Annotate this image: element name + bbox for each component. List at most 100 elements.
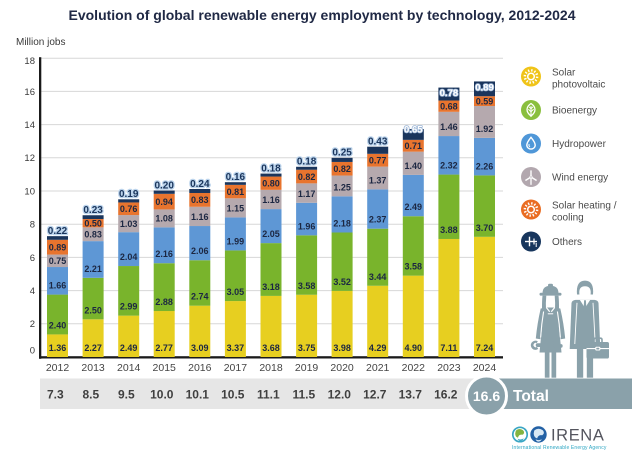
svg-text:IRENA: IRENA bbox=[551, 427, 604, 445]
svg-text:4: 4 bbox=[30, 286, 35, 297]
svg-text:3.44: 3.44 bbox=[369, 272, 387, 282]
svg-text:0.77: 0.77 bbox=[369, 155, 387, 165]
svg-text:8: 8 bbox=[30, 220, 35, 231]
svg-text:0.71: 0.71 bbox=[405, 141, 423, 151]
svg-text:Bioenergy: Bioenergy bbox=[552, 106, 597, 117]
svg-text:11.5: 11.5 bbox=[292, 388, 315, 402]
svg-text:9.5: 9.5 bbox=[118, 388, 135, 402]
svg-text:18: 18 bbox=[24, 56, 35, 67]
svg-text:2.27: 2.27 bbox=[84, 343, 102, 353]
svg-text:2.77: 2.77 bbox=[155, 343, 173, 353]
svg-text:2.74: 2.74 bbox=[191, 292, 209, 302]
svg-text:0.50: 0.50 bbox=[84, 218, 102, 228]
svg-text:3.58: 3.58 bbox=[405, 262, 423, 272]
svg-text:0.16: 0.16 bbox=[226, 172, 246, 183]
svg-text:Evolution of global renewable: Evolution of global renewable energy emp… bbox=[69, 7, 576, 23]
svg-text:3.18: 3.18 bbox=[262, 282, 280, 292]
svg-text:10.5: 10.5 bbox=[221, 388, 245, 402]
svg-text:1.96: 1.96 bbox=[298, 221, 316, 231]
svg-text:11.1: 11.1 bbox=[257, 388, 280, 402]
svg-text:2.50: 2.50 bbox=[84, 305, 102, 315]
svg-text:International Renewable Energy: International Renewable Energy Agency bbox=[512, 445, 607, 451]
svg-text:7.11: 7.11 bbox=[440, 343, 457, 353]
svg-text:2.05: 2.05 bbox=[262, 229, 280, 239]
svg-text:10: 10 bbox=[24, 186, 35, 197]
svg-text:2.21: 2.21 bbox=[84, 264, 102, 274]
svg-text:Million jobs: Million jobs bbox=[16, 37, 65, 48]
svg-text:0.24: 0.24 bbox=[190, 179, 210, 190]
svg-text:0.22: 0.22 bbox=[48, 226, 68, 237]
svg-text:0.82: 0.82 bbox=[298, 172, 316, 182]
svg-text:0.82: 0.82 bbox=[333, 164, 351, 174]
svg-text:1.66: 1.66 bbox=[49, 281, 67, 291]
svg-text:0.81: 0.81 bbox=[227, 187, 245, 197]
svg-text:2: 2 bbox=[30, 319, 35, 330]
svg-text:2.88: 2.88 bbox=[155, 297, 173, 307]
svg-text:3.68: 3.68 bbox=[262, 343, 280, 353]
svg-text:7.24: 7.24 bbox=[476, 343, 494, 353]
svg-text:3.05: 3.05 bbox=[227, 287, 245, 297]
svg-text:1.03: 1.03 bbox=[120, 219, 138, 229]
svg-text:1.46: 1.46 bbox=[440, 122, 458, 132]
svg-text:0.65: 0.65 bbox=[404, 124, 423, 135]
svg-text:0.23: 0.23 bbox=[83, 205, 103, 216]
svg-text:1.36: 1.36 bbox=[49, 343, 67, 353]
svg-text:3.52: 3.52 bbox=[333, 277, 351, 287]
svg-text:2018: 2018 bbox=[259, 362, 283, 374]
svg-text:16.2: 16.2 bbox=[434, 388, 458, 402]
svg-text:1.16: 1.16 bbox=[262, 195, 280, 205]
svg-text:2.18: 2.18 bbox=[333, 219, 351, 229]
svg-text:0.43: 0.43 bbox=[368, 137, 388, 148]
svg-text:0.68: 0.68 bbox=[440, 101, 458, 111]
svg-text:Wind energy: Wind energy bbox=[552, 173, 608, 184]
svg-text:3.88: 3.88 bbox=[440, 225, 458, 235]
svg-text:1.17: 1.17 bbox=[298, 189, 316, 199]
svg-text:1.08: 1.08 bbox=[155, 214, 173, 224]
svg-text:2.16: 2.16 bbox=[155, 249, 173, 259]
svg-text:2.99: 2.99 bbox=[120, 302, 138, 312]
svg-text:12.7: 12.7 bbox=[363, 388, 387, 402]
svg-text:2.49: 2.49 bbox=[120, 343, 138, 353]
svg-text:0.94: 0.94 bbox=[155, 197, 173, 207]
svg-text:10.1: 10.1 bbox=[186, 388, 210, 402]
svg-text:16: 16 bbox=[24, 87, 35, 98]
svg-text:2013: 2013 bbox=[81, 362, 105, 374]
svg-text:photovoltaic: photovoltaic bbox=[552, 80, 605, 91]
svg-text:3.58: 3.58 bbox=[298, 281, 316, 291]
svg-text:1.15: 1.15 bbox=[227, 203, 245, 213]
svg-text:2015: 2015 bbox=[153, 362, 177, 374]
svg-text:1.25: 1.25 bbox=[333, 182, 351, 192]
svg-text:7.3: 7.3 bbox=[47, 388, 64, 402]
svg-text:2014: 2014 bbox=[117, 362, 141, 374]
svg-text:2019: 2019 bbox=[295, 362, 319, 374]
svg-text:2.06: 2.06 bbox=[191, 246, 209, 256]
svg-text:16.6: 16.6 bbox=[473, 388, 500, 404]
svg-text:cooling: cooling bbox=[552, 213, 584, 224]
svg-text:0.89: 0.89 bbox=[475, 83, 494, 94]
svg-text:2022: 2022 bbox=[402, 362, 426, 374]
svg-text:3.75: 3.75 bbox=[298, 343, 316, 353]
svg-text:0.59: 0.59 bbox=[476, 96, 494, 106]
svg-text:2024: 2024 bbox=[473, 362, 497, 374]
svg-text:Total: Total bbox=[513, 388, 549, 405]
svg-text:8.5: 8.5 bbox=[82, 388, 99, 402]
svg-text:0.18: 0.18 bbox=[297, 157, 317, 168]
svg-text:12.0: 12.0 bbox=[328, 388, 352, 402]
svg-text:0.83: 0.83 bbox=[191, 195, 209, 205]
svg-text:Solar: Solar bbox=[552, 68, 576, 79]
svg-text:0.19: 0.19 bbox=[119, 189, 139, 200]
svg-text:0.83: 0.83 bbox=[84, 229, 102, 239]
svg-text:2020: 2020 bbox=[330, 362, 354, 374]
svg-text:3.70: 3.70 bbox=[476, 223, 494, 233]
svg-text:2.40: 2.40 bbox=[49, 320, 67, 330]
svg-text:0: 0 bbox=[30, 346, 35, 357]
svg-text:2012: 2012 bbox=[46, 362, 70, 374]
svg-text:2021: 2021 bbox=[366, 362, 390, 374]
svg-text:2.37: 2.37 bbox=[369, 215, 387, 225]
svg-text:0.75: 0.75 bbox=[49, 256, 67, 266]
svg-text:1.92: 1.92 bbox=[476, 124, 494, 134]
svg-text:14: 14 bbox=[24, 120, 35, 131]
svg-text:2017: 2017 bbox=[224, 362, 248, 374]
svg-text:3.98: 3.98 bbox=[333, 343, 351, 353]
svg-text:1.40: 1.40 bbox=[405, 161, 423, 171]
